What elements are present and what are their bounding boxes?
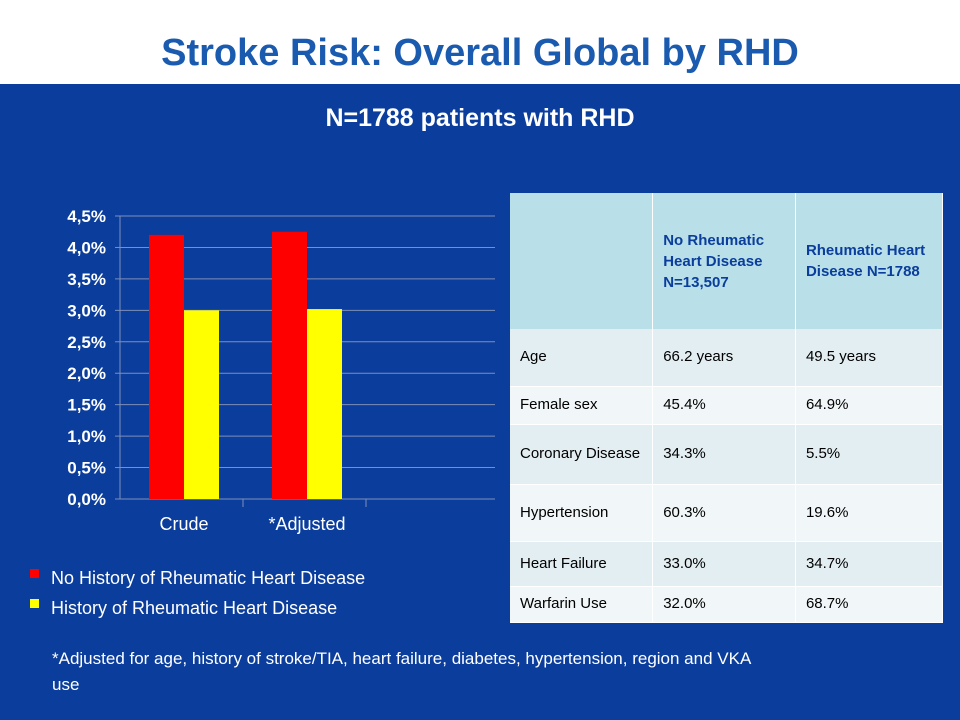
header-cell: No Rheumatic Heart Disease N=13,507: [652, 193, 796, 329]
table-cell: Hypertension: [510, 484, 654, 542]
table-cell: 19.6%: [795, 484, 944, 542]
table-cell: 32.0%: [652, 586, 796, 623]
bar-chart: 0,0% 0,5% 1,0% 1,5% 2,0% 2,5% 3,0% 3,5% 4,0% 4,5%…: [67, 207, 495, 534]
table-cell: 34.3%: [652, 424, 796, 485]
table-cell: 60.3%: [652, 484, 796, 542]
table-row: Female sex 45.4% 64.9%: [510, 386, 944, 425]
y-tick-label: 4,0%: [67, 238, 106, 257]
y-tick-label: 3,5%: [67, 270, 106, 289]
legend-swatch-red: [30, 568, 39, 578]
table-cell: Coronary Disease: [510, 424, 654, 485]
table-cell: 68.7%: [795, 586, 944, 623]
bar: [184, 310, 219, 499]
table-cell: 5.5%: [795, 424, 944, 485]
slide-subtitle: N=1788 patients with RHD: [325, 104, 635, 132]
table-cell: Female sex: [510, 386, 654, 425]
bar: [149, 234, 184, 499]
y-tick-label: 0,5%: [67, 459, 106, 478]
legend-item-no-rhd: No History of Rheumatic Heart Disease: [30, 563, 365, 593]
x-tick-label: Crude: [159, 514, 208, 534]
table-cell: 45.4%: [652, 386, 796, 425]
chart-legend: No History of Rheumatic Heart Disease Hi…: [30, 563, 365, 623]
bar: [307, 309, 342, 499]
header-cell: Rheumatic Heart Disease N=1788: [795, 193, 944, 329]
table-cell: 34.7%: [795, 541, 944, 587]
y-tick-label: 4,5%: [67, 207, 106, 226]
footnote: *Adjusted for age, history of stroke/TIA…: [52, 649, 751, 694]
legend-label: History of Rheumatic Heart Disease: [51, 597, 338, 618]
legend-label: No History of Rheumatic Heart Disease: [51, 567, 366, 588]
table-header-row: No Rheumatic Heart Disease N=13,507 Rheu…: [510, 193, 944, 329]
title-bar: [0, 0, 960, 84]
y-tick-label: 1,0%: [67, 427, 106, 446]
y-tick-label: 2,5%: [67, 333, 106, 352]
comparison-table: No Rheumatic Heart Disease N=13,507 Rheu…: [510, 193, 944, 623]
table-row: Heart Failure 33.0% 34.7%: [510, 541, 944, 587]
y-tick-label: 1,5%: [67, 396, 106, 415]
table-cell: 64.9%: [795, 386, 944, 425]
header-cell: [510, 193, 654, 329]
table-cell: 66.2 years: [652, 329, 796, 387]
legend-swatch-yellow: [30, 598, 39, 608]
y-tick-label: 2,0%: [67, 364, 106, 383]
y-tick-label: 0,0%: [67, 490, 106, 509]
table-row: Hypertension 60.3% 19.6%: [510, 484, 944, 542]
table-cell: Warfarin Use: [510, 586, 654, 623]
table-cell: 33.0%: [652, 541, 796, 587]
table-row: Coronary Disease 34.3% 5.5%: [510, 424, 944, 485]
table-cell: Age: [510, 329, 654, 387]
table-row: Age 66.2 years 49.5 years: [510, 329, 944, 387]
table-row: Warfarin Use 32.0% 68.7%: [510, 586, 944, 623]
bar: [272, 231, 307, 499]
y-tick-label: 3,0%: [67, 301, 106, 320]
x-tick-label: *Adjusted: [268, 514, 345, 534]
table-cell: 49.5 years: [795, 329, 944, 387]
table-cell: Heart Failure: [510, 541, 654, 587]
slide-title: Stroke Risk: Overall Global by RHD: [161, 32, 799, 74]
legend-item-rhd: History of Rheumatic Heart Disease: [30, 593, 365, 623]
